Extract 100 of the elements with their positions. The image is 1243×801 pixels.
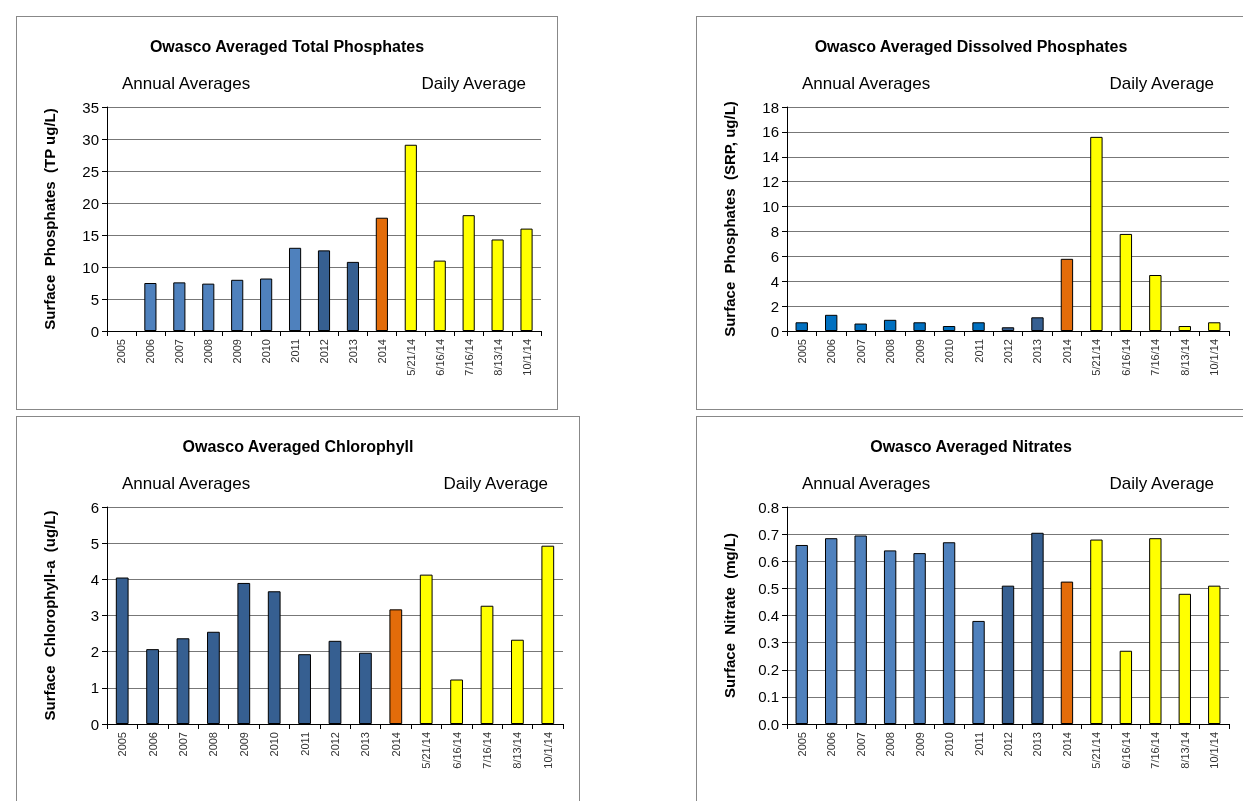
x-tick-label: 2007	[173, 339, 186, 364]
x-tick-label: 2013	[359, 732, 372, 757]
x-tick-label: 2009	[913, 732, 926, 757]
x-tick-label: 2009	[231, 339, 244, 364]
x-tick-label: 2007	[854, 339, 867, 364]
y-tick-label: 15	[82, 226, 99, 244]
x-tick-label: 6/16/14	[450, 732, 463, 769]
y-tick-label: 5	[90, 534, 99, 552]
x-tick-label: 8/13/14	[491, 339, 504, 376]
chart-title: Owasco Averaged Total Phosphates	[149, 37, 425, 55]
x-tick-label: 2010	[268, 732, 281, 757]
text: Daily Average	[1109, 474, 1215, 493]
y-tick-label: 8	[770, 222, 779, 240]
text: Annual Averages	[122, 474, 251, 493]
y-axis-title: Surface Phosphates (TP ug/L)	[41, 108, 58, 330]
x-tick-label: 2007	[854, 732, 867, 757]
y-tick-label: 18	[762, 98, 779, 116]
y-tick-label: 16	[762, 123, 779, 141]
y-tick-label: 30	[82, 130, 99, 148]
y-tick-label: 0	[90, 322, 99, 340]
x-tick-label: 2008	[884, 732, 897, 757]
y-tick-label: 0.0	[758, 715, 779, 733]
x-tick-label: 10/1/14	[1208, 339, 1221, 376]
x-tick-label: 5/21/14	[404, 339, 417, 376]
text: Daily Average	[421, 74, 527, 93]
text: Annual Averages	[802, 74, 931, 93]
y-tick-label: 4	[770, 272, 779, 290]
text: Annual Averages	[802, 474, 931, 493]
y-tick-label: 10	[762, 198, 779, 216]
x-tick-label: 2010	[943, 339, 956, 364]
x-tick-label: 2008	[207, 732, 220, 757]
x-tick-label: 8/13/14	[1178, 339, 1191, 376]
x-tick-label: 2005	[115, 339, 128, 364]
y-tick-label: 5	[90, 290, 99, 308]
x-tick-label: 2010	[943, 732, 956, 757]
y-tick-label: 14	[762, 148, 779, 166]
y-tick-label: 25	[82, 162, 99, 180]
y-tick-label: 0	[770, 322, 779, 340]
x-tick-label: 10/1/14	[520, 339, 533, 376]
x-tick-label: 7/16/14	[1149, 732, 1162, 769]
x-tick-label: 2013	[346, 339, 359, 364]
x-tick-label: 6/16/14	[1119, 732, 1132, 769]
x-tick-label: 2006	[146, 732, 159, 757]
x-tick-label: 2010	[260, 339, 273, 364]
y-tick-label: 0.1	[758, 688, 779, 706]
y-tick-label: 20	[82, 194, 99, 212]
x-tick-label: 8/13/14	[1178, 732, 1191, 769]
x-tick-label: 2008	[202, 339, 215, 364]
y-tick-label: 0.8	[758, 498, 779, 516]
x-tick-label: 2012	[1002, 732, 1014, 757]
y-axis-title: Surface Phosphates (SRP, ug/L)	[721, 101, 738, 337]
chart-title: Owasco Averaged Nitrates	[870, 437, 1072, 455]
x-tick-label: 2011	[298, 732, 311, 756]
x-tick-label: 2009	[237, 732, 250, 757]
x-tick-label: 7/16/14	[462, 339, 475, 376]
text: Annual Averages	[122, 74, 251, 93]
y-axis-title: Surface Chlorophyll-a (ug/L)	[41, 510, 58, 721]
x-tick-label: 2011	[289, 339, 302, 363]
x-tick-label: 6/16/14	[433, 339, 446, 376]
x-tick-label: 2005	[116, 732, 129, 757]
y-tick-label: 10	[82, 258, 99, 276]
x-tick-label: 2011	[972, 732, 985, 756]
x-tick-label: 10/1/14	[1208, 732, 1221, 769]
y-tick-label: 6	[90, 498, 99, 516]
chart-title: Owasco Averaged Dissolved Phosphates	[814, 37, 1128, 55]
x-tick-label: 2007	[177, 732, 189, 757]
x-tick-label: 2005	[795, 339, 808, 364]
y-tick-label: 0.3	[758, 634, 779, 652]
text: Daily Average	[443, 474, 549, 493]
x-tick-label: 6/16/14	[1119, 339, 1132, 376]
x-tick-label: 7/16/14	[481, 732, 493, 769]
x-tick-label: 5/21/14	[1090, 732, 1103, 769]
x-tick-label: 2012	[329, 732, 341, 757]
x-tick-label: 5/21/14	[1090, 339, 1103, 376]
x-tick-label: 2013	[1031, 339, 1044, 364]
y-tick-label: 0.7	[758, 525, 779, 543]
y-tick-label: 0.5	[758, 579, 779, 597]
y-tick-label: 0.6	[758, 552, 779, 570]
y-tick-label: 1	[90, 679, 99, 697]
y-tick-label: 12	[762, 173, 779, 191]
y-tick-label: 0	[90, 715, 99, 733]
x-tick-label: 7/16/14	[1149, 339, 1162, 376]
y-tick-label: 0.2	[758, 661, 779, 679]
y-tick-label: 0.4	[758, 607, 779, 624]
x-tick-label: 8/13/14	[511, 732, 524, 769]
x-tick-label: 2013	[1031, 732, 1044, 757]
x-tick-label: 2006	[825, 732, 838, 757]
x-tick-label: 2005	[795, 732, 808, 757]
x-tick-label: 5/21/14	[420, 732, 433, 769]
x-tick-label: 2014	[375, 339, 388, 364]
y-tick-label: 2	[770, 297, 779, 315]
x-tick-label: 2014	[1060, 339, 1073, 364]
y-tick-label: 35	[82, 98, 99, 116]
x-tick-label: 2008	[884, 339, 897, 364]
x-tick-label: 2006	[825, 339, 838, 364]
y-axis-title: Surface Nitrate (mg/L)	[721, 532, 738, 699]
x-tick-label: 2012	[318, 339, 330, 364]
text: Daily Average	[1109, 74, 1215, 93]
y-tick-label: 2	[90, 643, 99, 661]
chart-title: Owasco Averaged Chlorophyll	[182, 437, 414, 455]
